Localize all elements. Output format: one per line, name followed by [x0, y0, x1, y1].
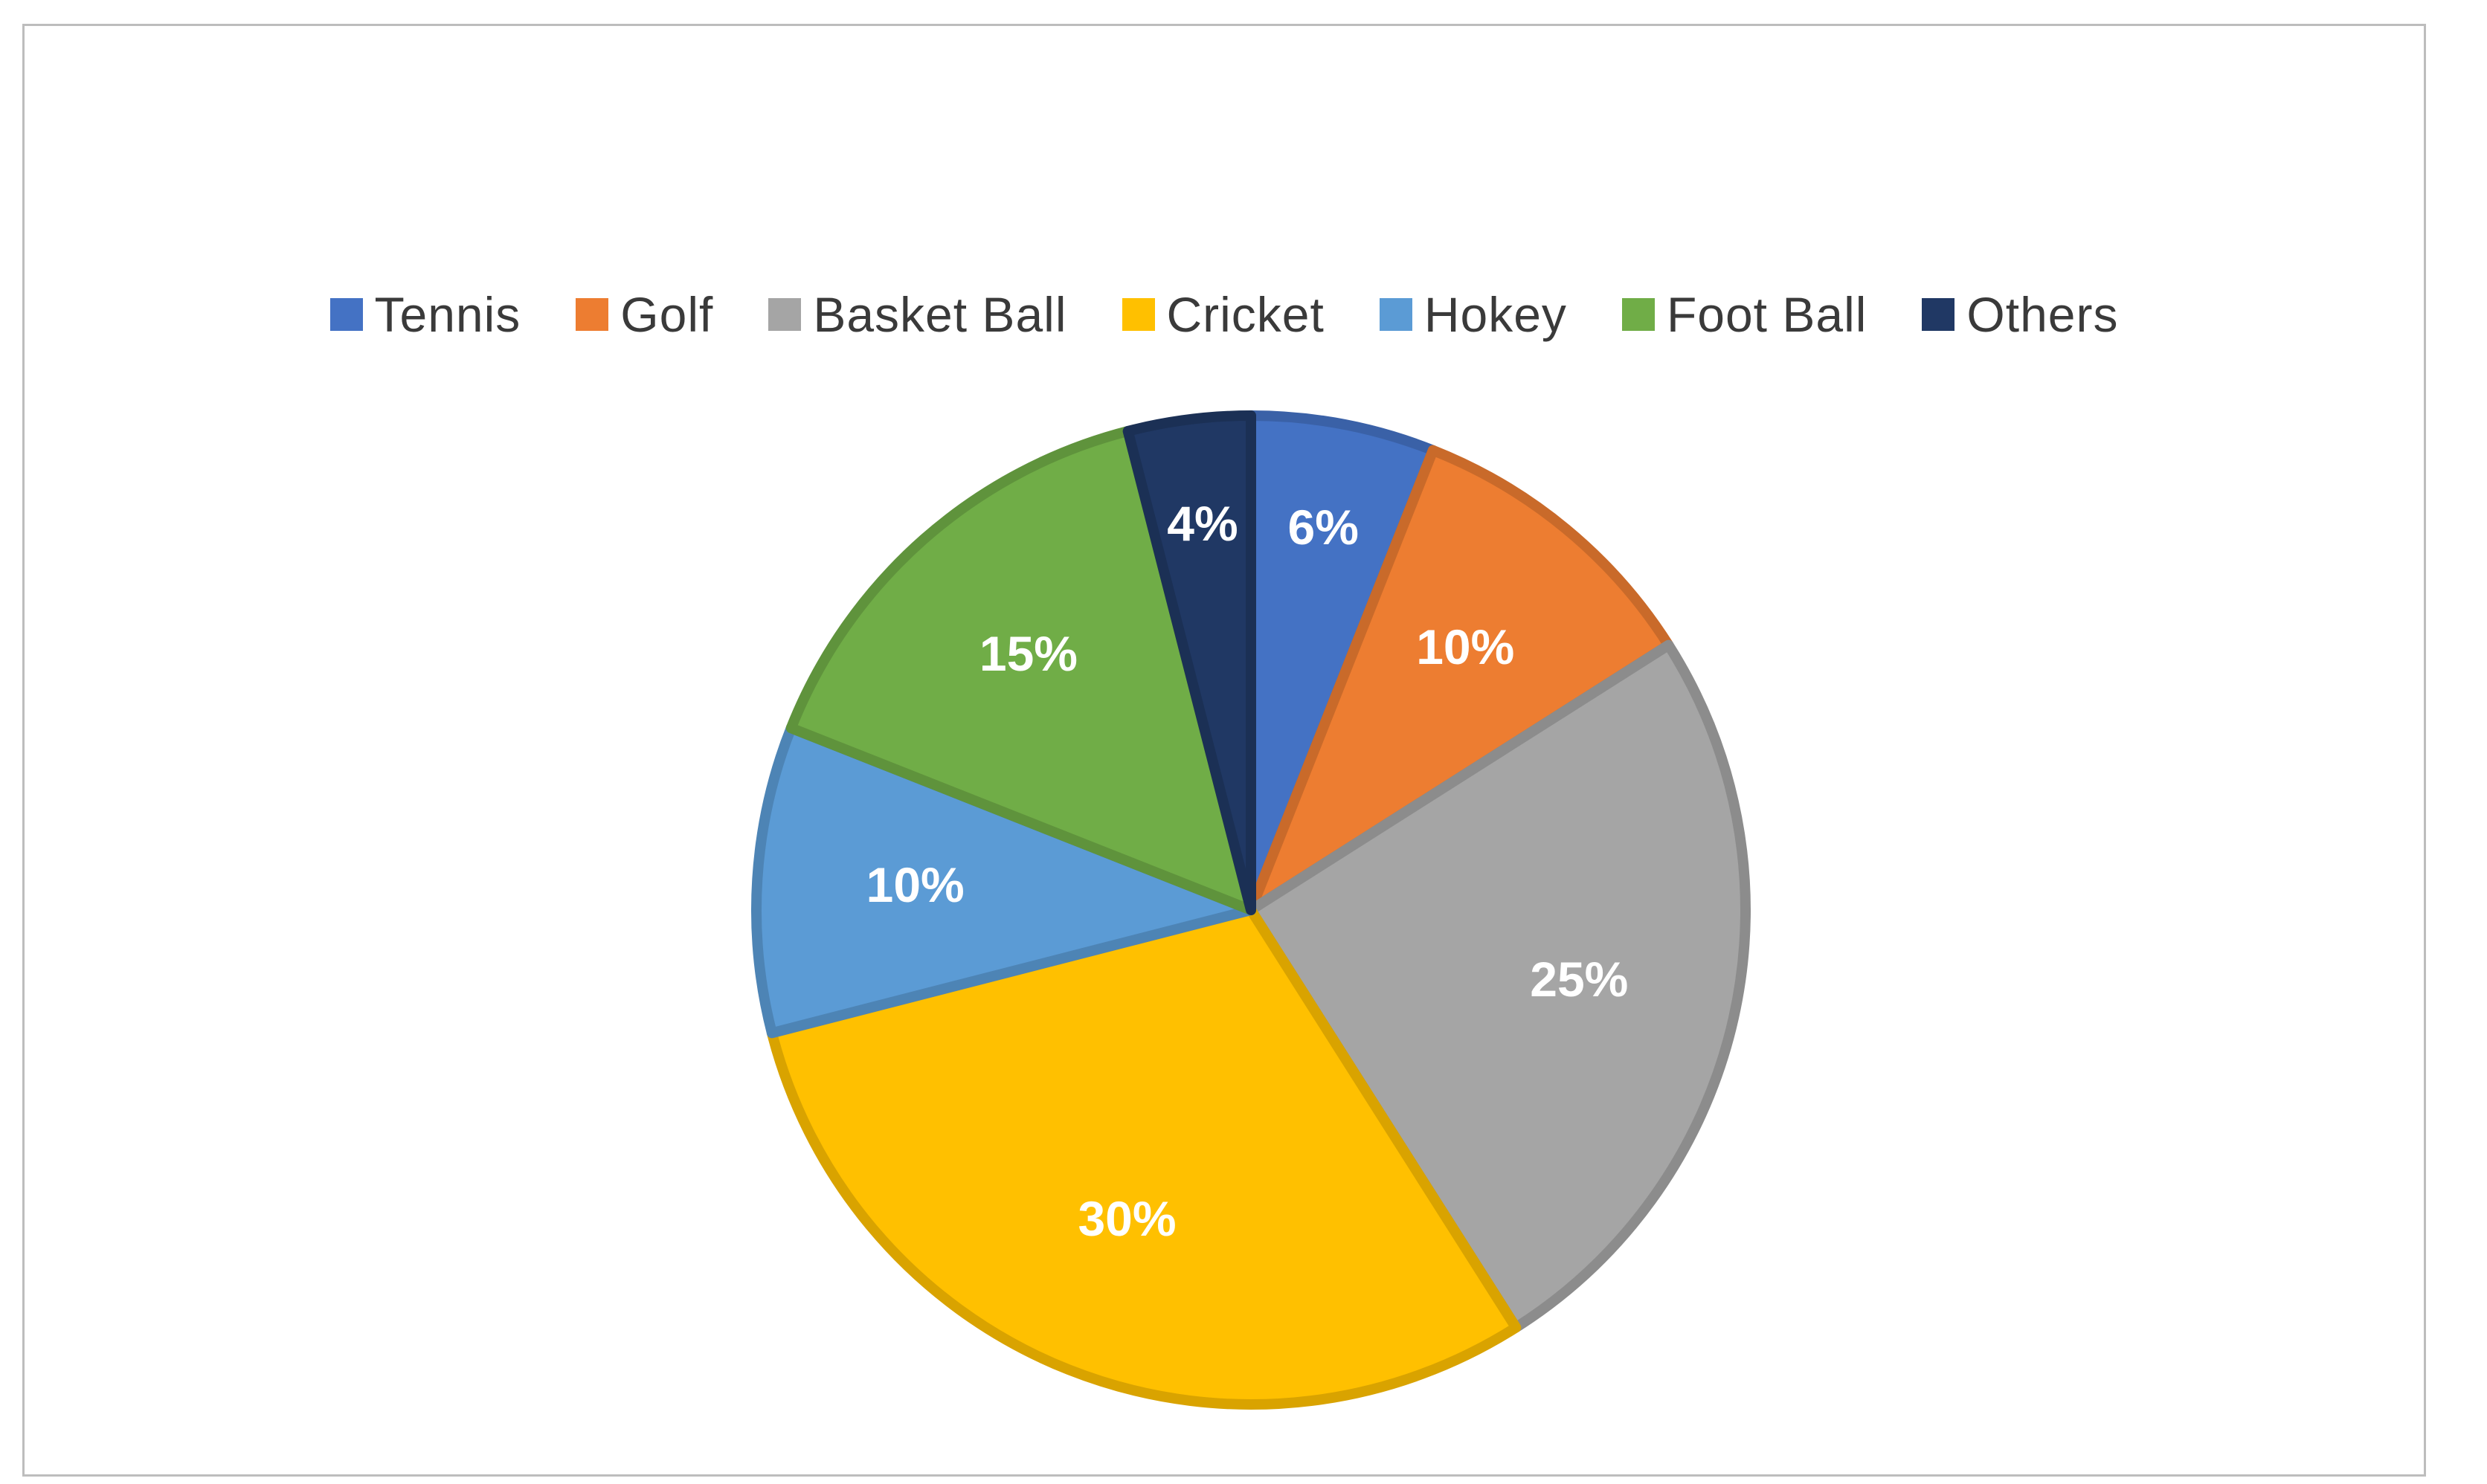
slice-data-label: 10%	[1416, 619, 1514, 674]
legend-item: Others	[1922, 286, 2118, 343]
chart-legend: Tennis Golf Basket Ball Cricket Hokey Foot Ba…	[25, 285, 2424, 344]
legend-item: Golf	[576, 286, 713, 343]
legend-item: Tennis	[329, 286, 521, 343]
slice-data-label: 25%	[1530, 952, 1628, 1007]
legend-label: Golf	[620, 287, 714, 342]
legend-item: Foot Ball	[1621, 286, 1867, 343]
legend-label: Cricket	[1166, 287, 1325, 342]
legend-label: Basket Ball	[813, 287, 1067, 342]
slice-labels: 6% 10% 25% 30% 10% 15% 4%	[866, 496, 1629, 1246]
legend-label: Others	[1966, 287, 2119, 342]
pie-slice	[1246, 639, 1751, 1333]
slice-data-label: 30%	[1078, 1191, 1176, 1246]
slice-data-label: 4%	[1167, 496, 1238, 551]
legend-item: Cricket	[1122, 286, 1325, 343]
legend-item: Hokey	[1379, 286, 1567, 343]
legend-swatch	[329, 298, 363, 331]
slice-data-label: 6%	[1287, 500, 1358, 555]
pie-slice	[750, 723, 1256, 1039]
legend-label: Tennis	[374, 287, 521, 342]
slice-data-label: 15%	[979, 626, 1078, 681]
legend-label: Hokey	[1423, 287, 1567, 342]
legend-swatch	[1122, 298, 1155, 331]
slice-data-label: 10%	[866, 857, 965, 912]
legend-item: Basket Ball	[768, 286, 1066, 343]
legend-swatch	[1621, 298, 1655, 331]
legend-swatch	[1922, 298, 1955, 331]
pie-slice	[1246, 445, 1674, 915]
pie-slice	[1122, 410, 1256, 915]
pie-slice	[766, 905, 1522, 1410]
legend-swatch	[1379, 298, 1412, 331]
pie-slice	[785, 425, 1256, 915]
legend-label: Foot Ball	[1666, 287, 1867, 342]
legend-swatch	[768, 298, 802, 331]
legend-swatch	[576, 298, 609, 331]
